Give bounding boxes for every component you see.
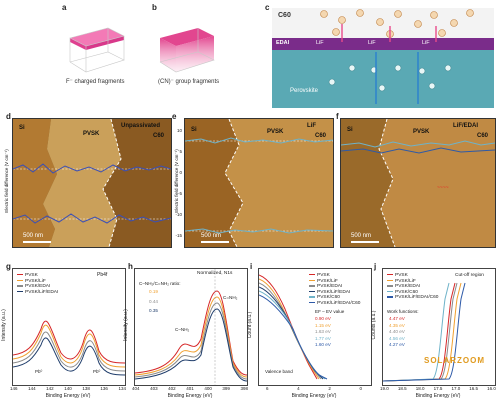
panel-g-peak-2: Pb⁰ [93, 369, 101, 374]
panel-i-band: Valence band [265, 369, 293, 374]
panel-i-xlabel: Binding Energy (eV) [291, 393, 337, 399]
panel-b-caption: (CN)⁻ group fragments [158, 79, 220, 85]
panel-g-peak-1: Pb⁰ [35, 369, 43, 374]
panel-j-values: 4.47 eV 4.35 eV 4.40 eV 4.56 eV 4.27 eV [389, 316, 405, 348]
solarzoom-logo: SOLARZOOM [424, 356, 485, 365]
panel-f-c60: C60 [477, 133, 489, 139]
panel-h-ratio-1: 0.19 [149, 289, 158, 294]
panel-h-xticks: 404 403 402 401 400 399 398 [132, 386, 248, 391]
panel-b-cube [159, 28, 215, 73]
panel-f-scale: 500 nm [351, 233, 372, 239]
panel-h-xlabel: Binding Energy (eV) [167, 393, 213, 399]
legend-item: PVSK/LiF [309, 279, 360, 285]
panel-e-si: Si [191, 127, 197, 133]
panel-d-scale-bar [23, 241, 51, 243]
panel-g-xticks: 146 144 142 140 138 136 134 [10, 386, 126, 391]
panel-d-condition: Unpassivated [121, 123, 161, 129]
panel-i-value-title: EF – EV value [315, 309, 345, 314]
panel-h-ylabel: Intensity (a.u.) [123, 309, 129, 341]
legend-item: PVSK/LiF/EDAI [17, 290, 58, 296]
panel-h-ratio-2: 0.44 [149, 299, 158, 304]
panel-j-legend: PVSK PVSK/LiF PVSK/EDAI PVSK/C60 PVSK/Li… [387, 273, 438, 301]
panel-g-ylabel: Intensity (a.u.) [1, 309, 7, 341]
legend-item: PVSK/LiF [387, 279, 438, 285]
panel-d-ylabel: Electric field difference (V cm⁻¹) [4, 149, 9, 213]
panel-g-plot: Pb4f PVSK PVSK/LiF PVSK/EDAI PVSK/LiF/ED… [12, 268, 126, 386]
panel-a-cube [69, 27, 125, 73]
lif-label-3: LiF [422, 40, 430, 46]
lif-label-1: LiF [316, 40, 324, 46]
svg-text:~~~~: ~~~~ [437, 185, 449, 191]
panel-c-label: c [265, 3, 270, 12]
legend-item: PVSK/EDAI [309, 284, 360, 290]
panel-d-scale: 500 nm [23, 233, 44, 239]
panel-f-afm: ~~~~ Si PVSK LiF/EDAI C60 500 nm [340, 118, 496, 248]
panel-b-label: b [152, 3, 157, 12]
panel-e-afm: Si PVSK LiF C60 500 nm [184, 118, 334, 248]
panel-e-yticks: 10 5 0 -5 -10 -15 [175, 128, 182, 238]
panel-h-peak-1: C–NH₂ [175, 327, 190, 332]
legend-item: PVSK/LiF [17, 279, 58, 285]
panel-a-label: a [62, 3, 67, 12]
panel-e-c60: C60 [315, 133, 327, 139]
lif-label-2: LiF [368, 40, 376, 46]
panel-i-ylabel: Count (a.u.) [247, 311, 253, 339]
panel-d-c60: C60 [153, 133, 165, 139]
panel-h-label: h [128, 262, 133, 271]
legend-item: PVSK/EDAI [17, 284, 58, 290]
legend-item: PVSK/C60 [387, 290, 438, 296]
panel-c-schematic: C60 EDAI LiF LiF LiF Perovskite [272, 8, 494, 108]
panel-e-label: e [172, 112, 177, 121]
panel-h-tag: Normalized, N1s [197, 271, 233, 276]
panel-d-label: d [6, 112, 11, 121]
perovskite-label: Perovskite [290, 88, 319, 94]
panel-g-xlabel: Binding Energy (eV) [45, 393, 91, 399]
legend-item: PVSK/LiF/EDAI/C60 [309, 301, 360, 307]
panel-e-pvsk: PVSK [267, 129, 284, 135]
panel-g-legend: PVSK PVSK/LiF PVSK/EDAI PVSK/LiF/EDAI [17, 273, 58, 295]
panel-j-xticks: 19.0 18.5 18.0 17.5 17.0 16.5 16.0 [380, 386, 496, 391]
edai-label: EDAI [276, 40, 290, 46]
panel-j-label: j [374, 262, 377, 271]
panel-j-wf-title: Work functions: [387, 309, 419, 314]
legend-item: PVSK [309, 273, 360, 279]
panel-d-si: Si [19, 125, 25, 131]
panel-e-scale-bar [201, 241, 229, 243]
panel-i-values: 0.90 eV 1.15 eV 1.63 eV 1.77 eV 1.60 eV [315, 316, 331, 348]
legend-item: PVSK [17, 273, 58, 279]
panel-i-plot: PVSK PVSK/LiF PVSK/EDAI PVSK/LiF/EDAI PV… [258, 268, 372, 386]
panel-h-ratio-3: 0.35 [149, 308, 158, 313]
legend-item: PVSK/C60 [309, 295, 360, 301]
panel-e-scale: 500 nm [201, 233, 222, 239]
panel-j-plot: Cut-off region PVSK PVSK/LiF PVSK/EDAI P… [382, 268, 496, 386]
panel-f-scale-bar [351, 241, 379, 243]
panel-f-label: f [336, 112, 339, 121]
panel-h-peak-2: C=NH₂ [223, 295, 238, 300]
panel-i-legend: PVSK PVSK/LiF PVSK/EDAI PVSK/LiF/EDAI PV… [309, 273, 360, 307]
panel-d-pvsk: PVSK [83, 131, 100, 137]
panel-j-tag: Cut-off region [455, 273, 484, 278]
panel-d-afm: Si PVSK Unpassivated C60 500 nm [12, 118, 172, 248]
panel-f-si: Si [347, 127, 353, 133]
legend-item: PVSK [387, 273, 438, 279]
legend-item: PVSK/LiF/EDAI/C60 [387, 295, 438, 301]
c60-label: C60 [278, 12, 291, 19]
panel-i-label: i [250, 262, 253, 271]
panel-h-ratio-title: C–NH₂/C=NH₂ ratio: [139, 281, 181, 286]
panel-j-ylabel: Counts (a.u.) [371, 310, 377, 340]
panel-f-pvsk: PVSK [413, 129, 430, 135]
panel-j-xlabel: Binding Energy (eV) [415, 393, 461, 399]
panel-a-caption: F⁻ charged fragments [66, 79, 125, 85]
panel-g-label: g [6, 262, 11, 271]
legend-item: PVSK/EDAI [387, 284, 438, 290]
panel-h-plot: Normalized, N1s C–NH₂/C=NH₂ ratio: 0.19 … [134, 268, 248, 386]
panel-e-condition: LiF [307, 123, 316, 129]
panel-f-condition: LiF/EDAI [453, 123, 478, 129]
panel-g-tag: Pb4f [97, 272, 108, 278]
legend-item: PVSK/LiF/EDAI [309, 290, 360, 296]
